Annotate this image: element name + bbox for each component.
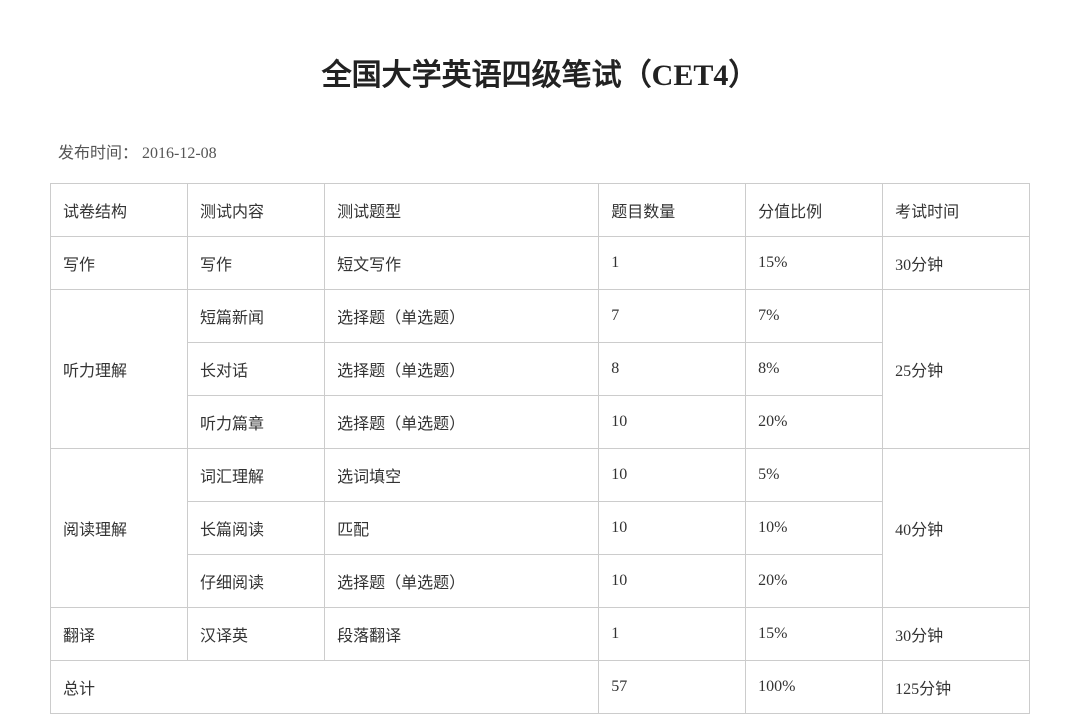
cell-ratio: 10% <box>746 502 883 555</box>
table-header-row: 试卷结构 测试内容 测试题型 题目数量 分值比例 考试时间 <box>51 184 1030 237</box>
header-time: 考试时间 <box>883 184 1030 237</box>
cell-total-count: 57 <box>599 661 746 714</box>
header-structure: 试卷结构 <box>51 184 188 237</box>
cell-ratio: 8% <box>746 343 883 396</box>
cell-type: 选择题（单选题） <box>325 396 599 449</box>
header-type: 测试题型 <box>325 184 599 237</box>
cell-type: 段落翻译 <box>325 608 599 661</box>
cell-count: 10 <box>599 555 746 608</box>
cell-type: 选择题（单选题） <box>325 343 599 396</box>
cell-type: 匹配 <box>325 502 599 555</box>
cell-structure: 听力理解 <box>51 290 188 449</box>
cell-ratio: 20% <box>746 396 883 449</box>
cell-ratio: 20% <box>746 555 883 608</box>
cell-count: 1 <box>599 237 746 290</box>
cell-ratio: 7% <box>746 290 883 343</box>
cell-total-ratio: 100% <box>746 661 883 714</box>
table-row: 翻译汉译英段落翻译115%30分钟 <box>51 608 1030 661</box>
table-row: 听力理解短篇新闻选择题（单选题）77%25分钟 <box>51 290 1030 343</box>
cell-content: 长对话 <box>188 343 325 396</box>
cell-content: 听力篇章 <box>188 396 325 449</box>
cell-count: 10 <box>599 396 746 449</box>
table-row: 写作写作短文写作115%30分钟 <box>51 237 1030 290</box>
header-count: 题目数量 <box>599 184 746 237</box>
cell-type: 选词填空 <box>325 449 599 502</box>
cell-content: 短篇新闻 <box>188 290 325 343</box>
cell-ratio: 5% <box>746 449 883 502</box>
cell-count: 1 <box>599 608 746 661</box>
cell-structure: 阅读理解 <box>51 449 188 608</box>
cell-type: 选择题（单选题） <box>325 555 599 608</box>
cell-count: 10 <box>599 449 746 502</box>
publish-label: 发布时间： <box>58 145 138 162</box>
cell-ratio: 15% <box>746 608 883 661</box>
cell-structure: 写作 <box>51 237 188 290</box>
cell-content: 写作 <box>188 237 325 290</box>
cell-count: 10 <box>599 502 746 555</box>
cell-content: 长篇阅读 <box>188 502 325 555</box>
cell-time: 25分钟 <box>883 290 1030 449</box>
table-total-row: 总计57100%125分钟 <box>51 661 1030 714</box>
header-ratio: 分值比例 <box>746 184 883 237</box>
cell-time: 30分钟 <box>883 237 1030 290</box>
cell-structure: 翻译 <box>51 608 188 661</box>
cell-total-time: 125分钟 <box>883 661 1030 714</box>
exam-structure-table: 试卷结构 测试内容 测试题型 题目数量 分值比例 考试时间 写作写作短文写作11… <box>50 183 1030 714</box>
publish-date: 发布时间： 2016-12-08 <box>50 139 1030 163</box>
cell-type: 选择题（单选题） <box>325 290 599 343</box>
cell-count: 8 <box>599 343 746 396</box>
cell-count: 7 <box>599 290 746 343</box>
cell-content: 汉译英 <box>188 608 325 661</box>
publish-date-value: 2016-12-08 <box>142 145 217 162</box>
page-title: 全国大学英语四级笔试（CET4） <box>50 50 1030 94</box>
cell-type: 短文写作 <box>325 237 599 290</box>
cell-time: 40分钟 <box>883 449 1030 608</box>
cell-content: 仔细阅读 <box>188 555 325 608</box>
table-row: 阅读理解词汇理解选词填空105%40分钟 <box>51 449 1030 502</box>
header-content: 测试内容 <box>188 184 325 237</box>
cell-ratio: 15% <box>746 237 883 290</box>
cell-content: 词汇理解 <box>188 449 325 502</box>
cell-total-label: 总计 <box>51 661 599 714</box>
cell-time: 30分钟 <box>883 608 1030 661</box>
